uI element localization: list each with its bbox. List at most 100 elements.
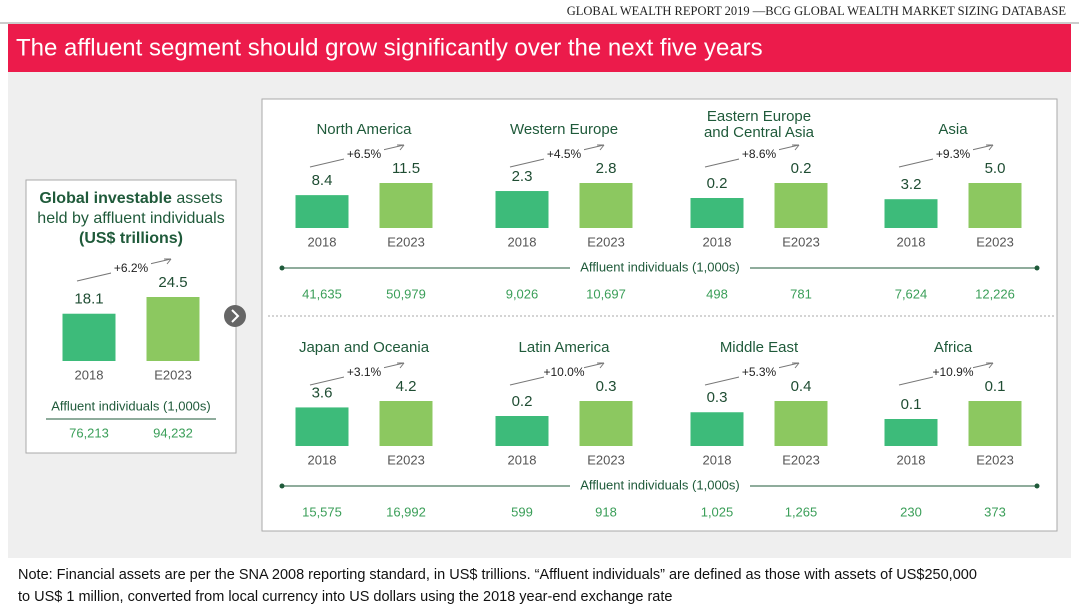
bar [690, 198, 744, 228]
value-label: 24.5 [158, 274, 187, 291]
category-label: E2023 [387, 452, 425, 467]
value-label: 0.2 [791, 160, 812, 177]
annotation-bg [344, 148, 384, 162]
note: Note: Financial assets are per the SNA 2… [18, 567, 977, 583]
chart-title: Latin America [519, 339, 611, 356]
annotation: +10.9% [932, 365, 973, 379]
category-label: 2018 [508, 452, 537, 467]
affluent-label: Affluent individuals (1,000s) [580, 259, 739, 274]
arrow-head [164, 258, 172, 265]
annotation-bg [739, 148, 779, 162]
bar [146, 297, 200, 361]
affluent-value: 9,026 [506, 286, 539, 301]
bar [884, 199, 938, 228]
affluent-value: 7,624 [895, 286, 928, 301]
bar [968, 183, 1022, 228]
chart-title: Middle East [720, 339, 799, 356]
bar [690, 412, 744, 446]
arrow-button [224, 305, 246, 327]
category-label: 2018 [308, 234, 337, 249]
affluent-value: 50,979 [386, 286, 426, 301]
arrow-head [397, 144, 405, 151]
bar [379, 401, 433, 446]
title-part: assets held by affluent individuals [37, 190, 225, 227]
affluent-value: 1,025 [701, 504, 734, 519]
arrow-head [986, 144, 994, 151]
value-label: 0.1 [901, 396, 922, 413]
annotation-bg [933, 148, 973, 162]
annotation: +4.5% [547, 147, 582, 161]
title-line: and Central Asia [704, 124, 815, 141]
annotation-bg [933, 366, 973, 380]
chart-title: Africa [934, 339, 973, 356]
affluent-value: 781 [790, 286, 812, 301]
bar [774, 401, 828, 446]
affluent-value: 76,213 [69, 425, 109, 440]
affluent-value: 15,575 [302, 504, 342, 519]
bar [495, 416, 549, 446]
affluent-value: 599 [511, 504, 533, 519]
label-bg [570, 259, 750, 277]
arrow-head [792, 144, 800, 151]
category-label: E2023 [976, 234, 1014, 249]
source: GLOBAL WEALTH REPORT 2019 —BCG GLOBAL WE… [567, 4, 1067, 18]
annotation-bg [544, 366, 584, 380]
annotation: +8.6% [742, 147, 777, 161]
category-label: E2023 [976, 452, 1014, 467]
affluent-value: 1,265 [785, 504, 818, 519]
banner [8, 24, 1071, 72]
category-label: E2023 [782, 234, 820, 249]
bar [579, 183, 633, 228]
affluent-value: 498 [706, 286, 728, 301]
title-line: Eastern Europe [707, 108, 811, 125]
affluent-value: 94,232 [153, 425, 193, 440]
value-label: 0.3 [707, 389, 728, 406]
affluent-value: 10,697 [586, 286, 626, 301]
bar [295, 195, 349, 228]
chevron [231, 309, 240, 323]
category-label: 2018 [897, 234, 926, 249]
annotation: +6.5% [347, 147, 382, 161]
bar [774, 183, 828, 228]
annotation: +6.2% [114, 261, 149, 275]
annotation-bg [344, 366, 384, 380]
category-label: E2023 [587, 452, 625, 467]
rule-end [279, 265, 285, 271]
global-title: Global investable assets held by affluen… [30, 189, 232, 249]
chart-title: Eastern Europe and Central Asia [704, 108, 815, 141]
note: to US$ 1 million, converted from local c… [18, 589, 672, 605]
value-label: 0.2 [512, 393, 533, 410]
category-label: 2018 [703, 234, 732, 249]
affluent-value: 12,226 [975, 286, 1015, 301]
arrow-head [397, 362, 405, 369]
category-label: E2023 [387, 234, 425, 249]
category-label: E2023 [154, 367, 192, 382]
label-bg [570, 477, 750, 495]
value-label: 11.5 [392, 160, 420, 177]
value-label: 2.3 [512, 168, 533, 185]
affluent-value: 230 [900, 504, 922, 519]
annotation: +5.3% [742, 365, 777, 379]
value-label: 8.4 [312, 172, 333, 189]
bar [884, 419, 938, 446]
affluent-value: 16,992 [386, 504, 426, 519]
arrow-head [986, 362, 994, 369]
category-label: 2018 [703, 452, 732, 467]
affluent-value: 918 [595, 504, 617, 519]
title-part: Global investable [39, 190, 172, 207]
bar [62, 313, 116, 361]
annotation-bg [739, 366, 779, 380]
rule-end [279, 483, 285, 489]
value-label: 5.0 [985, 160, 1006, 177]
annotation-bg [544, 148, 584, 162]
value-label: 4.2 [396, 378, 417, 395]
category-label: 2018 [308, 452, 337, 467]
annotation-bg [111, 262, 151, 276]
bar [579, 401, 633, 446]
arrow-head [792, 362, 800, 369]
value-label: 3.6 [312, 384, 333, 401]
chart-title: Western Europe [510, 121, 618, 138]
title-part: (US$ trillions) [78, 230, 183, 247]
